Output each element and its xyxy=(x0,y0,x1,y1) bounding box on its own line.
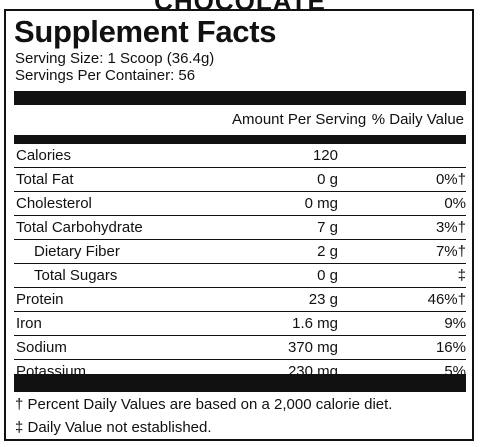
amount-per-serving-header: Amount Per Serving xyxy=(232,111,367,128)
nutrient-name: Dietary Fiber xyxy=(34,243,120,260)
footnote-not-established: ‡ Daily Value not established. xyxy=(15,419,212,436)
nutrient-amount: 1.6 mg xyxy=(292,315,338,332)
daily-value-header: % Daily Value xyxy=(371,111,464,128)
nutrient-row-total-sugars: Total Sugars 0 g ‡ xyxy=(14,264,466,288)
nutrient-name: Protein xyxy=(16,291,64,308)
flavor-label-text: CHOCOLATE xyxy=(0,0,480,10)
footnote-daily-values: † Percent Daily Values are based on a 2,… xyxy=(15,396,393,413)
nutrient-daily-value: 0% xyxy=(444,195,466,212)
nutrient-daily-value: 7%† xyxy=(435,243,466,260)
nutrient-row-iron: Iron 1.6 mg 9% xyxy=(14,312,466,336)
header-divider-bar xyxy=(14,135,466,144)
nutrient-daily-value: 0%† xyxy=(435,171,466,188)
nutrient-amount: 0 g xyxy=(317,171,338,188)
nutrient-amount: 2 g xyxy=(317,243,338,260)
nutrient-daily-value: 3%† xyxy=(435,219,466,236)
nutrient-row-total-fat: Total Fat 0 g 0%† xyxy=(14,168,466,192)
nutrient-name: Total Carbohydrate xyxy=(16,219,143,236)
serving-size: Serving Size: 1 Scoop (36.4g) xyxy=(15,50,215,67)
nutrient-daily-value: 9% xyxy=(444,315,466,332)
column-header-row: Amount Per Serving % Daily Value xyxy=(14,107,466,134)
supplement-facts-panel: Supplement Facts Serving Size: 1 Scoop (… xyxy=(4,9,474,441)
nutrient-table: Calories 120 Total Fat 0 g 0%† Cholester… xyxy=(14,144,466,383)
nutrient-amount: 7 g xyxy=(317,219,338,236)
nutrient-daily-value: ‡ xyxy=(457,267,466,284)
cropped-flavor-label: CHOCOLATE xyxy=(0,0,480,10)
nutrient-amount: 0 mg xyxy=(304,195,338,212)
bottom-divider-bar xyxy=(14,374,466,392)
nutrient-amount: 120 xyxy=(312,147,338,164)
panel-title: Supplement Facts xyxy=(14,14,277,49)
nutrient-name: Total Sugars xyxy=(34,267,118,284)
nutrient-name: Sodium xyxy=(16,339,67,356)
nutrient-amount: 23 g xyxy=(308,291,338,308)
nutrient-row-dietary-fiber: Dietary Fiber 2 g 7%† xyxy=(14,240,466,264)
nutrient-row-protein: Protein 23 g 46%† xyxy=(14,288,466,312)
nutrient-name: Total Fat xyxy=(16,171,74,188)
nutrient-daily-value: 46%† xyxy=(427,291,466,308)
nutrient-row-total-carbohydrate: Total Carbohydrate 7 g 3%† xyxy=(14,216,466,240)
nutrient-amount: 370 mg xyxy=(287,339,338,356)
nutrient-daily-value: 16% xyxy=(435,339,466,356)
servings-per-container: Servings Per Container: 56 xyxy=(15,67,196,84)
top-divider-bar xyxy=(14,91,466,105)
nutrient-name: Iron xyxy=(16,315,42,332)
nutrient-name: Calories xyxy=(16,147,72,164)
nutrient-row-cholesterol: Cholesterol 0 mg 0% xyxy=(14,192,466,216)
nutrient-name: Cholesterol xyxy=(16,195,92,212)
nutrient-row-sodium: Sodium 370 mg 16% xyxy=(14,336,466,360)
nutrient-row-calories: Calories 120 xyxy=(14,144,466,168)
nutrient-amount: 0 g xyxy=(317,267,338,284)
